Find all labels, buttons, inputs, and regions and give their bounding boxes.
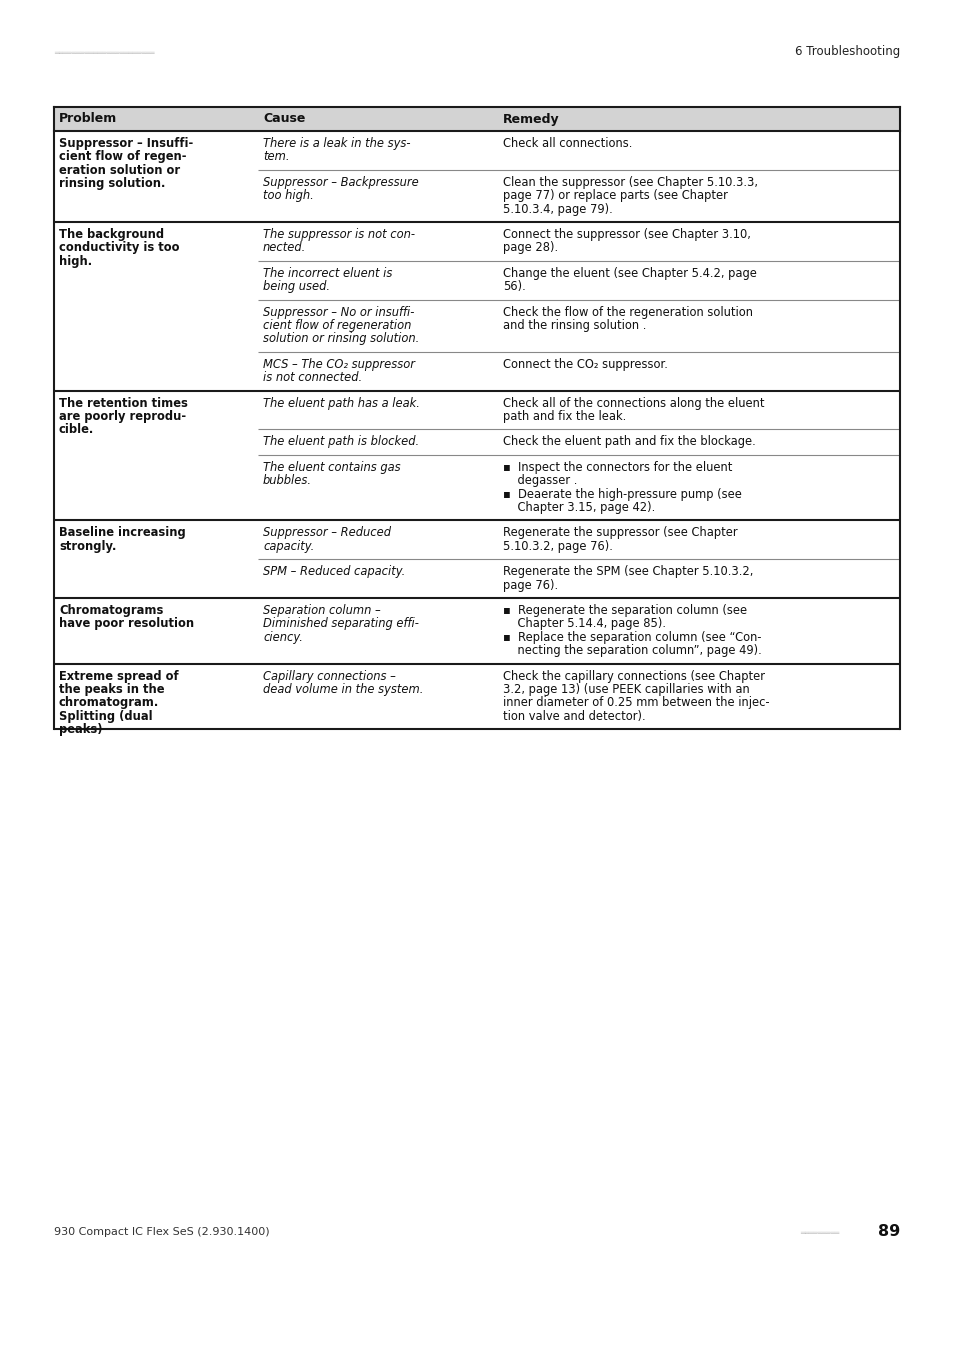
Text: ▪  Deaerate the high-pressure pump (see: ▪ Deaerate the high-pressure pump (see bbox=[502, 487, 741, 501]
Text: The incorrect eluent is: The incorrect eluent is bbox=[263, 267, 392, 279]
Text: conductivity is too: conductivity is too bbox=[59, 242, 179, 254]
Text: Capillary connections –: Capillary connections – bbox=[263, 670, 395, 683]
Text: Chromatograms: Chromatograms bbox=[59, 603, 163, 617]
Text: The retention times: The retention times bbox=[59, 397, 188, 409]
Text: Problem: Problem bbox=[59, 112, 117, 126]
Text: too high.: too high. bbox=[263, 189, 314, 202]
Text: capacity.: capacity. bbox=[263, 540, 314, 552]
Text: The eluent path is blocked.: The eluent path is blocked. bbox=[263, 436, 418, 448]
Text: cible.: cible. bbox=[59, 424, 94, 436]
Bar bbox=[54, 107, 899, 131]
Text: have poor resolution: have poor resolution bbox=[59, 617, 193, 630]
Text: ▪  Replace the separation column (see “Con-: ▪ Replace the separation column (see “Co… bbox=[502, 630, 760, 644]
Text: being used.: being used. bbox=[263, 281, 330, 293]
Text: necting the separation column”, page 49).: necting the separation column”, page 49)… bbox=[502, 644, 760, 657]
Text: Change the eluent (see Chapter 5.4.2, page: Change the eluent (see Chapter 5.4.2, pa… bbox=[502, 267, 756, 279]
Text: Regenerate the SPM (see Chapter 5.10.3.2,: Regenerate the SPM (see Chapter 5.10.3.2… bbox=[502, 566, 753, 578]
Text: page 28).: page 28). bbox=[502, 242, 558, 254]
Text: Chapter 3.15, page 42).: Chapter 3.15, page 42). bbox=[502, 501, 655, 514]
Text: 930 Compact IC Flex SeS (2.930.1400): 930 Compact IC Flex SeS (2.930.1400) bbox=[54, 1227, 270, 1237]
Text: Cause: Cause bbox=[263, 112, 305, 126]
Text: There is a leak in the sys-: There is a leak in the sys- bbox=[263, 136, 410, 150]
Text: Remedy: Remedy bbox=[502, 112, 559, 126]
Text: solution or rinsing solution.: solution or rinsing solution. bbox=[263, 332, 418, 346]
Text: 56).: 56). bbox=[502, 281, 525, 293]
Text: 3.2, page 13) (use PEEK capillaries with an: 3.2, page 13) (use PEEK capillaries with… bbox=[502, 683, 749, 697]
Text: inner diameter of 0.25 mm between the injec-: inner diameter of 0.25 mm between the in… bbox=[502, 697, 769, 709]
Text: Suppressor – Insuffi-: Suppressor – Insuffi- bbox=[59, 136, 193, 150]
Text: Chapter 5.14.4, page 85).: Chapter 5.14.4, page 85). bbox=[502, 617, 665, 630]
Text: Splitting (dual: Splitting (dual bbox=[59, 710, 152, 722]
Text: Check the flow of the regeneration solution: Check the flow of the regeneration solut… bbox=[502, 305, 752, 319]
Text: Suppressor – Backpressure: Suppressor – Backpressure bbox=[263, 176, 418, 189]
Text: Regenerate the suppressor (see Chapter: Regenerate the suppressor (see Chapter bbox=[502, 526, 737, 540]
Text: Connect the suppressor (see Chapter 3.10,: Connect the suppressor (see Chapter 3.10… bbox=[502, 228, 750, 242]
Text: cient flow of regeneration: cient flow of regeneration bbox=[263, 319, 411, 332]
Text: Diminished separating effi-: Diminished separating effi- bbox=[263, 617, 418, 630]
Text: bubbles.: bubbles. bbox=[263, 474, 312, 487]
Text: 6 Troubleshooting: 6 Troubleshooting bbox=[794, 46, 899, 58]
Text: The suppressor is not con-: The suppressor is not con- bbox=[263, 228, 415, 242]
Text: page 77) or replace parts (see Chapter: page 77) or replace parts (see Chapter bbox=[502, 189, 727, 202]
Text: ═══════════════════════: ═══════════════════════ bbox=[54, 49, 154, 55]
Text: Check all connections.: Check all connections. bbox=[502, 136, 632, 150]
Text: degasser .: degasser . bbox=[502, 474, 577, 487]
Text: tem.: tem. bbox=[263, 150, 289, 163]
Text: rinsing solution.: rinsing solution. bbox=[59, 177, 165, 190]
Text: Clean the suppressor (see Chapter 5.10.3.3,: Clean the suppressor (see Chapter 5.10.3… bbox=[502, 176, 758, 189]
Text: strongly.: strongly. bbox=[59, 540, 116, 552]
Text: cient flow of regen-: cient flow of regen- bbox=[59, 150, 186, 163]
Text: nected.: nected. bbox=[263, 242, 306, 254]
Text: Baseline increasing: Baseline increasing bbox=[59, 526, 186, 540]
Text: The background: The background bbox=[59, 228, 164, 242]
Text: MCS – The CO₂ suppressor: MCS – The CO₂ suppressor bbox=[263, 358, 415, 371]
Text: dead volume in the system.: dead volume in the system. bbox=[263, 683, 423, 697]
Text: chromatogram.: chromatogram. bbox=[59, 697, 159, 709]
Text: the peaks in the: the peaks in the bbox=[59, 683, 164, 697]
Text: page 76).: page 76). bbox=[502, 579, 558, 591]
Text: 89: 89 bbox=[877, 1224, 899, 1239]
Text: Check the eluent path and fix the blockage.: Check the eluent path and fix the blocka… bbox=[502, 436, 755, 448]
Text: ═════════: ═════════ bbox=[800, 1228, 839, 1235]
Text: The eluent path has a leak.: The eluent path has a leak. bbox=[263, 397, 419, 409]
Text: ciency.: ciency. bbox=[263, 630, 302, 644]
Text: Extreme spread of: Extreme spread of bbox=[59, 670, 178, 683]
Text: is not connected.: is not connected. bbox=[263, 371, 362, 385]
Text: 5.10.3.2, page 76).: 5.10.3.2, page 76). bbox=[502, 540, 612, 552]
Text: and the rinsing solution .: and the rinsing solution . bbox=[502, 319, 646, 332]
Text: are poorly reprodu-: are poorly reprodu- bbox=[59, 410, 186, 423]
Text: Suppressor – No or insuffi-: Suppressor – No or insuffi- bbox=[263, 305, 414, 319]
Text: SPM – Reduced capacity.: SPM – Reduced capacity. bbox=[263, 566, 405, 578]
Text: peaks): peaks) bbox=[59, 724, 102, 736]
Text: Separation column –: Separation column – bbox=[263, 603, 380, 617]
Text: path and fix the leak.: path and fix the leak. bbox=[502, 410, 625, 423]
Text: ▪  Inspect the connectors for the eluent: ▪ Inspect the connectors for the eluent bbox=[502, 460, 732, 474]
Text: Suppressor – Reduced: Suppressor – Reduced bbox=[263, 526, 391, 540]
Text: ▪  Regenerate the separation column (see: ▪ Regenerate the separation column (see bbox=[502, 603, 746, 617]
Text: eration solution or: eration solution or bbox=[59, 163, 180, 177]
Text: Check the capillary connections (see Chapter: Check the capillary connections (see Cha… bbox=[502, 670, 764, 683]
Text: 5.10.3.4, page 79).: 5.10.3.4, page 79). bbox=[502, 202, 612, 216]
Text: The eluent contains gas: The eluent contains gas bbox=[263, 460, 400, 474]
Text: Check all of the connections along the eluent: Check all of the connections along the e… bbox=[502, 397, 763, 409]
Text: Connect the CO₂ suppressor.: Connect the CO₂ suppressor. bbox=[502, 358, 667, 371]
Text: tion valve and detector).: tion valve and detector). bbox=[502, 710, 645, 722]
Text: high.: high. bbox=[59, 255, 92, 267]
